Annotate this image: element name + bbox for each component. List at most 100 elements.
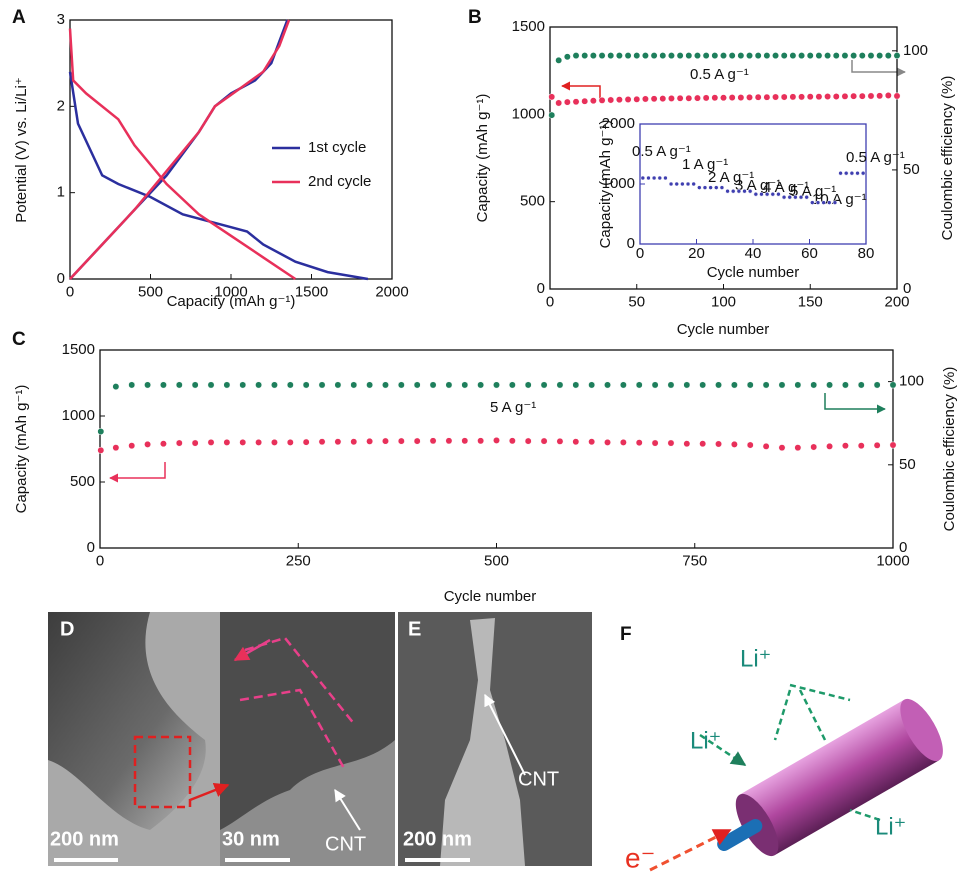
data-point [616, 52, 622, 58]
data-point [799, 195, 803, 199]
data-point [599, 97, 605, 103]
panel-label: C [12, 329, 26, 350]
data-point [779, 444, 785, 450]
data-point [714, 186, 718, 190]
data-point [608, 97, 614, 103]
data-point [844, 171, 848, 175]
data-point [319, 382, 325, 388]
data-point [763, 382, 769, 388]
data-point [573, 382, 579, 388]
y-axis-label: Capacity (mAh g⁻¹) [13, 385, 30, 514]
data-point [660, 52, 666, 58]
data-point [660, 95, 666, 101]
data-point [651, 96, 657, 102]
data-point [738, 94, 744, 100]
panel-label: B [468, 7, 482, 28]
data-point [743, 189, 747, 193]
scale-bar-label: 200 nm [403, 828, 472, 850]
data-point [651, 52, 657, 58]
data-point [541, 438, 547, 444]
data-point [754, 192, 758, 196]
data-point [668, 382, 674, 388]
data-point [414, 438, 420, 444]
panel-label: E [408, 618, 421, 640]
panel-label: F [620, 624, 632, 645]
data-point [747, 382, 753, 388]
data-point [620, 382, 626, 388]
data-point [755, 94, 761, 100]
data-point [604, 439, 610, 445]
data-point [366, 438, 372, 444]
data-point [771, 192, 775, 196]
y-axis-label: Capacity (mAh g⁻¹) [597, 120, 614, 249]
data-point [795, 382, 801, 388]
data-point [634, 96, 640, 102]
y2-tick-label: 50 [903, 161, 920, 178]
data-point [759, 192, 763, 196]
sem-image-panel: E CNT 200 nm [398, 612, 592, 866]
data-point [826, 443, 832, 449]
x-tick-label: 60 [801, 245, 818, 262]
curve [70, 20, 295, 279]
data-point [608, 52, 614, 58]
x-tick-label: 0 [636, 245, 644, 262]
axis-arrow [110, 462, 165, 478]
data-point [636, 439, 642, 445]
data-point [351, 439, 357, 445]
tem-image-panel: D 200 nm 30 nm CNT [48, 612, 395, 866]
data-point [382, 382, 388, 388]
data-point [885, 52, 891, 58]
data-point [680, 182, 684, 186]
data-point [850, 52, 856, 58]
data-point [668, 52, 674, 58]
data-point [833, 52, 839, 58]
data-point [699, 382, 705, 388]
x-axis-label: Cycle number [707, 264, 800, 281]
data-point [335, 439, 341, 445]
data-point [549, 94, 555, 100]
data-point [192, 440, 198, 446]
data-point [810, 201, 814, 205]
data-point [366, 382, 372, 388]
y-tick-label: 500 [520, 193, 545, 210]
data-point [827, 201, 831, 205]
data-point [557, 382, 563, 388]
data-point [697, 186, 701, 190]
data-point [764, 52, 770, 58]
data-point [564, 99, 570, 105]
data-point [240, 382, 246, 388]
data-point [555, 100, 561, 106]
data-point [636, 382, 642, 388]
data-point [582, 52, 588, 58]
data-point [822, 201, 826, 205]
data-point [684, 441, 690, 447]
data-point [652, 440, 658, 446]
y-tick-label: 3 [57, 11, 65, 28]
y-tick-label: 1 [57, 184, 65, 201]
data-point [271, 439, 277, 445]
y2-axis-label: Coulombic efficiency (%) [939, 76, 956, 241]
annotation: 10 A g⁻¹ [812, 191, 867, 208]
data-point [160, 441, 166, 447]
data-point [668, 95, 674, 101]
data-point [858, 382, 864, 388]
data-point [747, 442, 753, 448]
data-point [287, 439, 293, 445]
data-point [772, 52, 778, 58]
data-point [686, 52, 692, 58]
data-point [604, 382, 610, 388]
data-point [781, 52, 787, 58]
data-point [303, 382, 309, 388]
data-point [557, 438, 563, 444]
cnt-label: CNT [325, 833, 366, 855]
data-point [826, 382, 832, 388]
data-point [816, 201, 820, 205]
y2-tick-label: 100 [903, 42, 928, 59]
data-point [692, 182, 696, 186]
scale-bar-label: 200 nm [50, 828, 119, 850]
data-point [582, 98, 588, 104]
x-tick-label: 0 [66, 283, 74, 300]
data-point [712, 95, 718, 101]
data-point [684, 382, 690, 388]
data-point [668, 440, 674, 446]
